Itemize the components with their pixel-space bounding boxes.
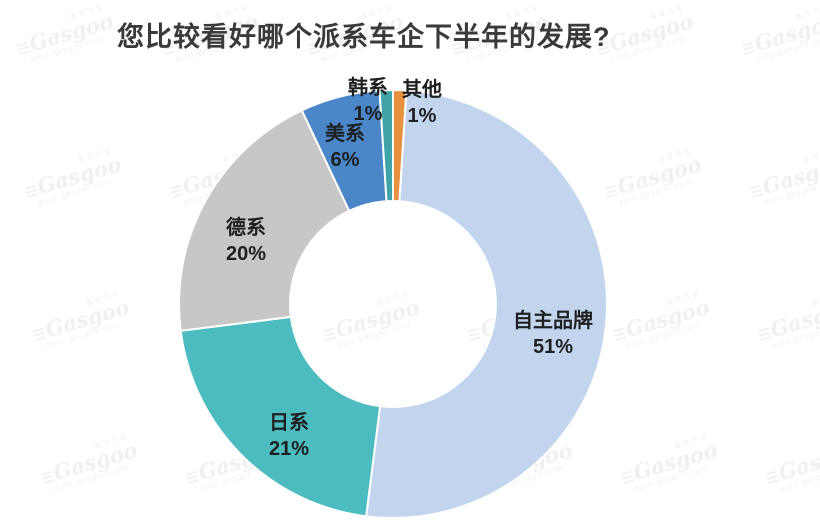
chart-title: 您比较看好哪个派系车企下半年的发展? bbox=[117, 22, 611, 52]
pie-slice[interactable] bbox=[178, 109, 351, 332]
pie-slice[interactable] bbox=[365, 89, 608, 519]
pie-slice[interactable] bbox=[378, 88, 394, 203]
pie-slice[interactable] bbox=[179, 315, 382, 518]
